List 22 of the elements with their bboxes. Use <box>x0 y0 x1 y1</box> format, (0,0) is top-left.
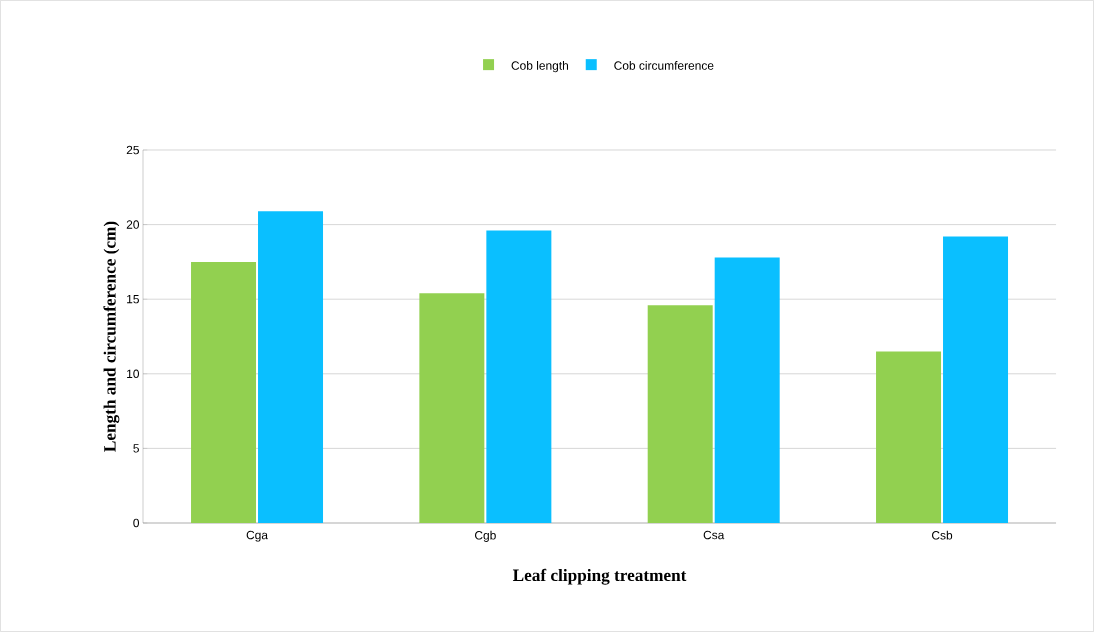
bar <box>714 257 780 523</box>
y-tick-label: 0 <box>133 518 140 528</box>
y-tick-label: 20 <box>126 220 140 229</box>
x-tick-label: Csb <box>932 530 953 540</box>
x-tick-label: Cga <box>246 530 268 542</box>
y-tick-label: 5 <box>133 444 139 453</box>
y-tick-label: 15 <box>127 295 139 304</box>
bar <box>943 236 1009 523</box>
bar <box>486 230 552 523</box>
bar <box>191 261 257 523</box>
bar <box>876 351 942 523</box>
bar <box>647 305 713 523</box>
y-axis-title: Length and circumference (cm) <box>103 221 120 452</box>
x-tick-label: Csa <box>703 530 725 540</box>
y-tick-label: 25 <box>126 145 139 155</box>
legend-label: Cob circumference <box>614 61 714 70</box>
x-tick-label: Cgb <box>475 530 496 542</box>
bar <box>258 211 324 523</box>
bar <box>419 293 485 523</box>
x-axis-title: Leaf clipping treatment <box>512 568 687 585</box>
y-tick-label: 10 <box>127 369 140 379</box>
legend-label: Cob length <box>511 61 569 73</box>
